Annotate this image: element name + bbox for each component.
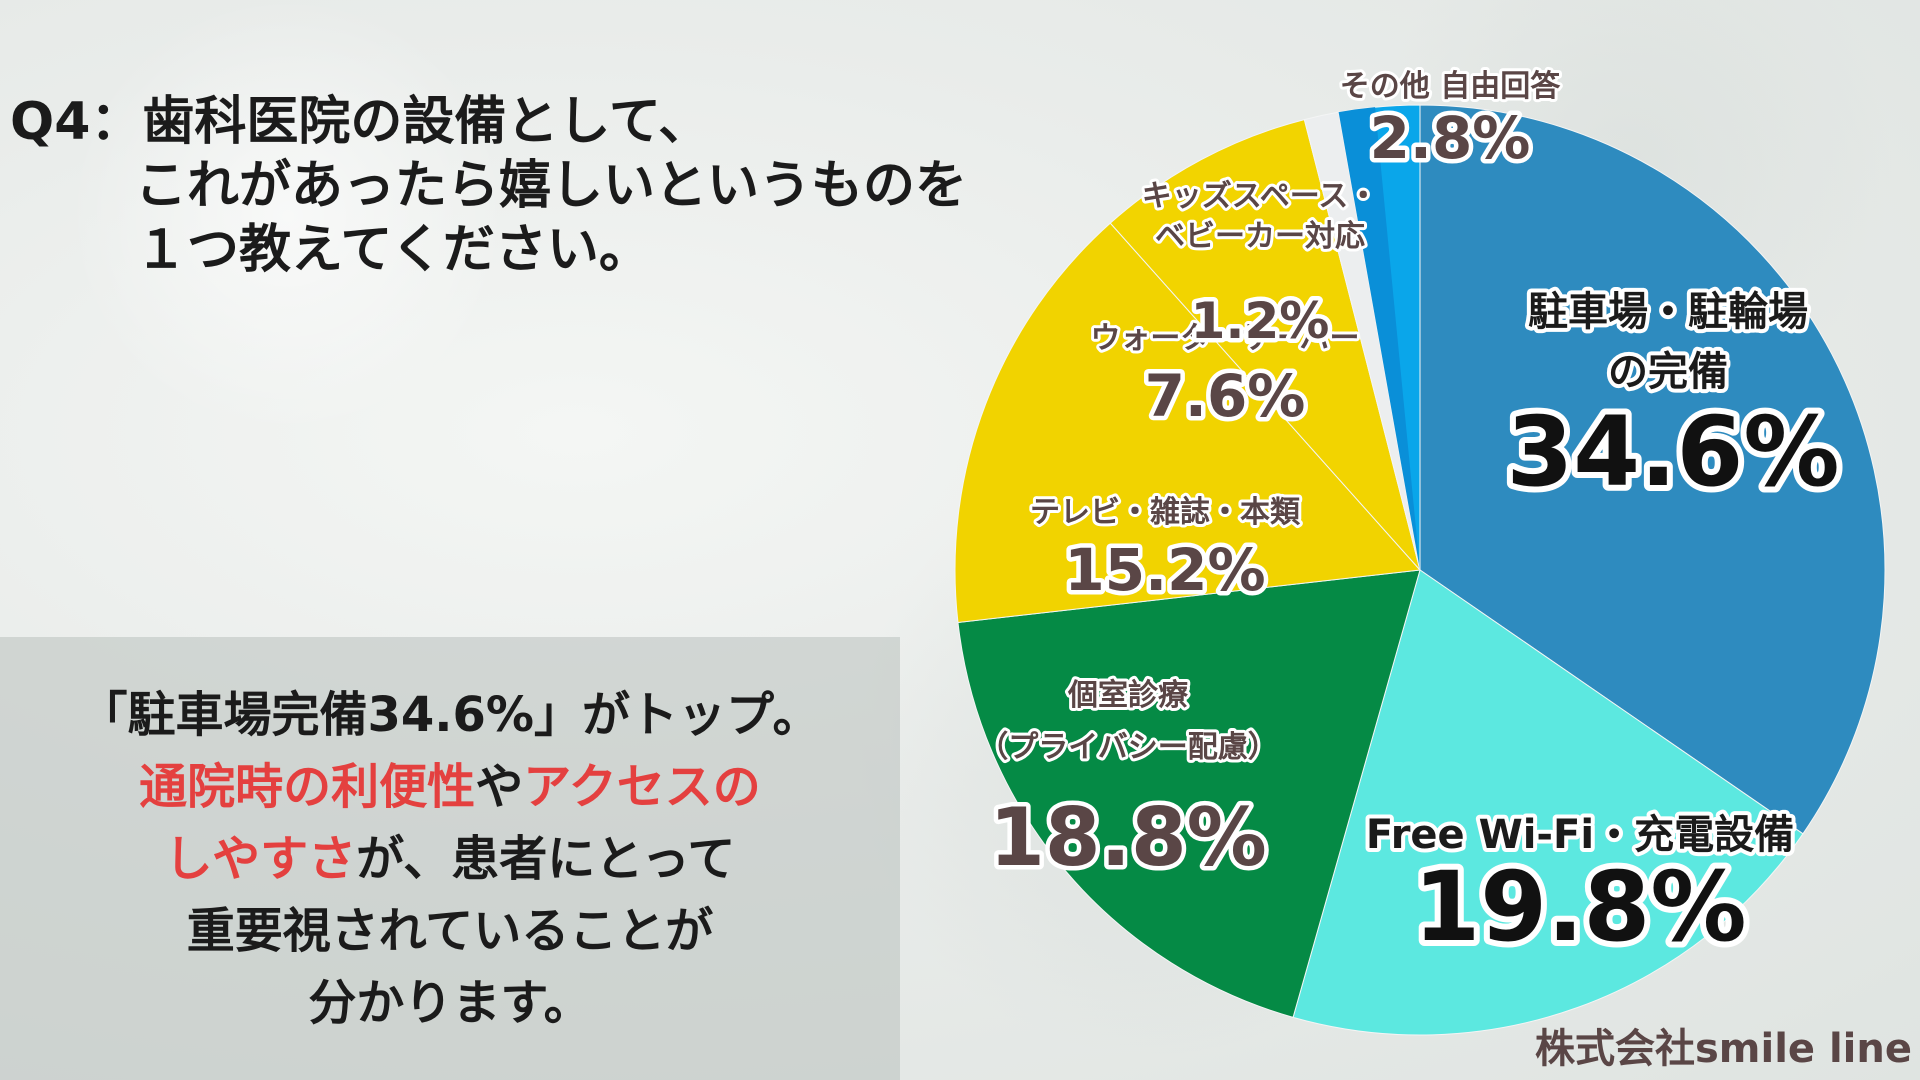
pie-label-name-kids: キッズスペース・ (1142, 179, 1378, 214)
summary-highlight-ease: しやすさ (164, 830, 357, 887)
pie-label-name-wifi: Free Wi-Fi・充電設備 (1366, 812, 1794, 858)
pie-slices (954, 104, 1886, 1036)
question-line-2: これがあったら嬉しいというものを (135, 156, 968, 216)
summary-line-3: しやすさが、患者にとって (165, 823, 736, 895)
summary-line-1: 「駐車場完備34.6%」がトップ。 (79, 686, 821, 743)
summary-box: 「駐車場完備34.6%」がトップ。 通院時の利便性やアクセスの しやすさが、患者… (0, 637, 900, 1080)
question-line-1: Q4：歯科医院の設備として、 (10, 92, 711, 152)
pie-label-name-private: 個室診療 (1067, 678, 1188, 713)
pie-label-value-kids: 1.2% (1191, 292, 1330, 350)
pie-label-value-water: 7.6% (1145, 362, 1306, 430)
pie-slice-wifi (1292, 569, 1804, 1036)
pie-label-name-private: （プライバシー配慮） (978, 730, 1277, 765)
pie-label-value-parking: 34.6% (1506, 396, 1839, 508)
pie-label-value-wifi: 19.8% (1413, 851, 1746, 963)
summary-connector: や (475, 758, 524, 815)
question-title: Q4：歯科医院の設備として、 これがあったら嬉しいというものを １つ教えてくださ… (10, 90, 967, 282)
pie-label-value-tv: 15.2% (1064, 536, 1265, 604)
pie-label-name-water: ウォーターサーバー (1090, 321, 1359, 356)
summary-line-4: 重要視されていることが (186, 902, 714, 959)
pie-slice-private (957, 569, 1421, 1018)
summary-line-2: 通院時の利便性やアクセスの (139, 751, 761, 823)
summary-highlight-access: アクセスの (523, 758, 761, 815)
summary-line-3-rest: が、患者にとって (356, 830, 736, 887)
pie-label-name-parking: 駐車場・駐輪場 (1528, 289, 1808, 335)
pie-label-name-kids: ベビーカー対応 (1155, 219, 1365, 254)
summary-line-5: 分かります。 (308, 974, 592, 1031)
pie-label-value-other: 2.8% (1370, 104, 1531, 172)
pie-label-name-parking: の完備 (1608, 349, 1728, 395)
pie-label-name-tv: テレビ・雑誌・本類 (1030, 495, 1301, 530)
pie-slice-other-shade (1338, 107, 1420, 570)
question-line-3: １つ教えてください。 (135, 220, 651, 280)
pie-label-name-other: その他 自由回答 (1340, 69, 1561, 104)
summary-highlight-convenience: 通院時の利便性 (139, 758, 476, 815)
pie-slice-tv (954, 222, 1422, 624)
pie-slice-water (1109, 119, 1421, 571)
pie-label-value-private: 18.8% (989, 791, 1267, 884)
pie-slice-parking (1419, 104, 1886, 835)
company-name: 株式会社smile line (1535, 1026, 1912, 1072)
